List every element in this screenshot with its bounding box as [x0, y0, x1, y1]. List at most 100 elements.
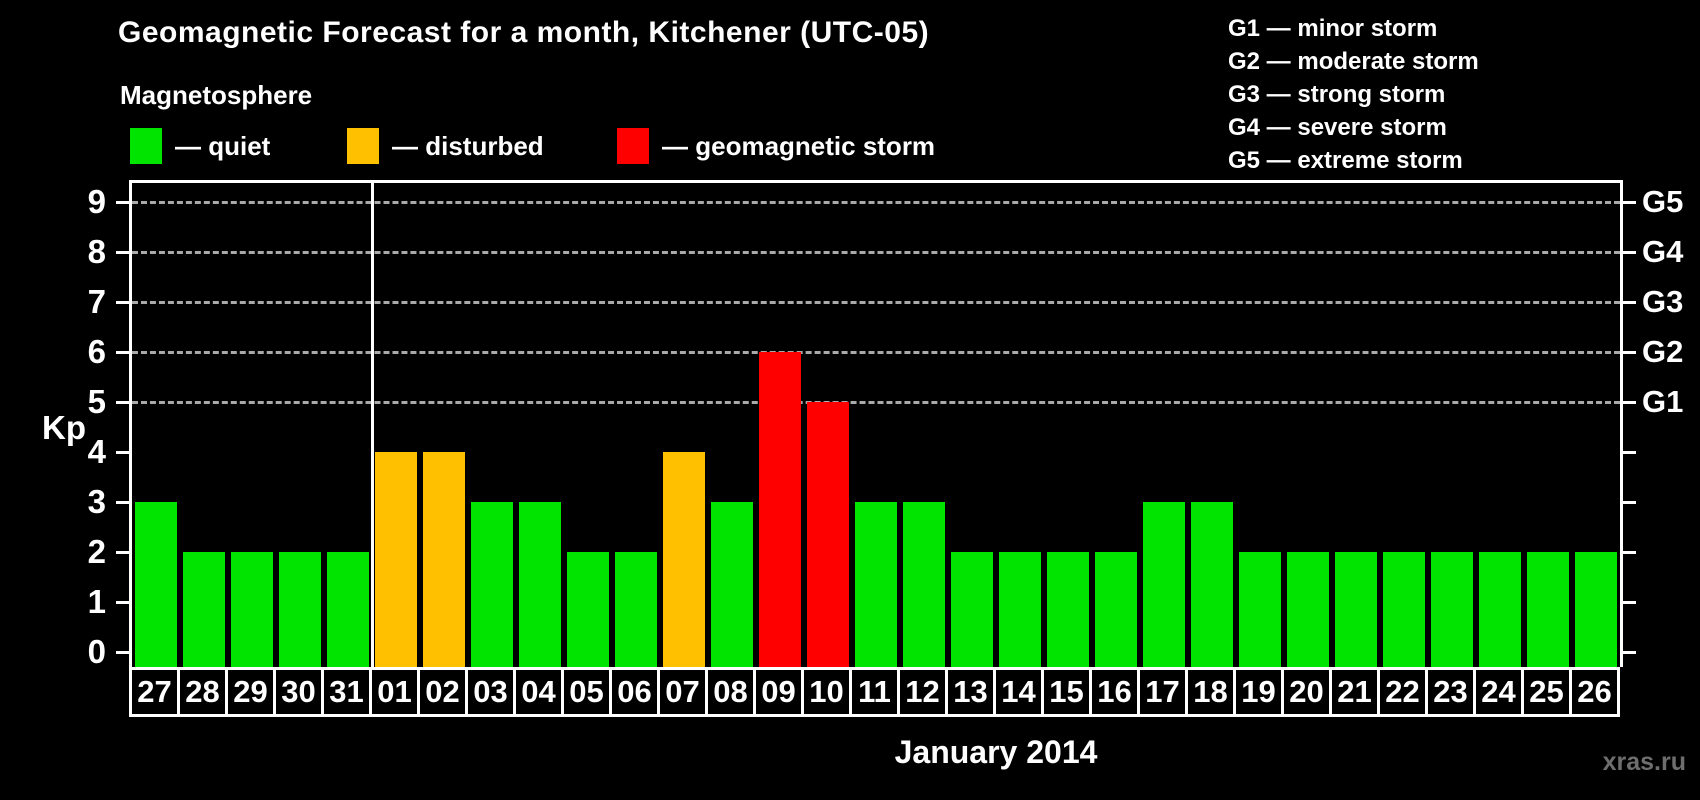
right-tick-0 [1623, 650, 1636, 654]
bar-day-07 [663, 452, 705, 667]
x-cell-day-27: 27 [132, 670, 177, 714]
x-cell-day-19: 19 [1236, 670, 1281, 714]
x-cell-day-31: 31 [324, 670, 369, 714]
x-cell-day-10: 10 [804, 670, 849, 714]
right-axis-label-G3: G3 [1642, 284, 1684, 319]
right-tick-7 [1623, 300, 1636, 304]
bar-day-09 [759, 352, 801, 667]
bar-day-16 [1095, 552, 1137, 667]
bar-day-29 [231, 552, 273, 667]
x-cell-day-13: 13 [948, 670, 993, 714]
bar-day-25 [1527, 552, 1569, 667]
chart-title: Geomagnetic Forecast for a month, Kitche… [118, 16, 930, 49]
x-cell-day-24: 24 [1476, 670, 1521, 714]
right-tick-6 [1623, 350, 1636, 354]
y-tick-label-7: 7 [87, 283, 106, 320]
y-tick-9 [116, 200, 129, 204]
storm-scale-item-2: G2 — moderate storm [1228, 48, 1479, 75]
x-cell-day-15: 15 [1044, 670, 1089, 714]
y-tick-label-1: 1 [87, 583, 106, 620]
y-tick-label-8: 8 [87, 233, 106, 270]
x-cell-day-01: 01 [372, 670, 417, 714]
y-tick-label-3: 3 [87, 483, 106, 520]
bar-day-14 [999, 552, 1041, 667]
bar-day-31 [327, 552, 369, 667]
x-cell-day-12: 12 [900, 670, 945, 714]
y-tick-label-5: 5 [87, 383, 106, 420]
x-cell-day-17: 17 [1140, 670, 1185, 714]
month-separator-line [370, 183, 374, 667]
storm-scale-legend: G1 — minor storm G2 — moderate storm G3 — … [1228, 12, 1479, 177]
right-axis-label-G4: G4 [1642, 234, 1684, 269]
x-cell-day-08: 08 [708, 670, 753, 714]
right-axis-label-G5: G5 [1642, 184, 1684, 219]
bar-day-27 [135, 502, 177, 667]
y-tick-5 [116, 400, 129, 404]
x-cell-day-06: 06 [612, 670, 657, 714]
y-tick-label-2: 2 [87, 533, 106, 570]
x-cell-day-28: 28 [180, 670, 225, 714]
bar-day-26 [1575, 552, 1617, 667]
bar-day-06 [615, 552, 657, 667]
x-cell-day-05: 05 [564, 670, 609, 714]
legend-item-disturbed: — disturbed [347, 128, 544, 164]
y-axis-title: Kp [42, 409, 86, 446]
storm-scale-item-5: G5 — extreme storm [1228, 147, 1463, 174]
bar-day-19 [1239, 552, 1281, 667]
bar-day-20 [1287, 552, 1329, 667]
y-tick-label-6: 6 [87, 333, 106, 370]
legend-item-quiet: — quiet [130, 128, 270, 164]
legend-item-label: — disturbed [392, 130, 544, 161]
quiet-swatch [130, 128, 162, 164]
x-cell-day-03: 03 [468, 670, 513, 714]
legend-item-label: — quiet [175, 130, 271, 161]
x-cell-day-25: 25 [1524, 670, 1569, 714]
x-cell-day-18: 18 [1188, 670, 1233, 714]
y-tick-3 [116, 500, 129, 504]
y-tick-2 [116, 550, 129, 554]
x-cell-day-02: 02 [420, 670, 465, 714]
magnetosphere-label: Magnetosphere [120, 80, 313, 110]
x-cell-day-21: 21 [1332, 670, 1377, 714]
storm-scale-item-3: G3 — strong storm [1228, 81, 1446, 108]
x-cell-day-20: 20 [1284, 670, 1329, 714]
bar-day-01 [375, 452, 417, 667]
x-cell-day-07: 07 [660, 670, 705, 714]
right-tick-8 [1623, 250, 1636, 254]
gridline-kp-5 [132, 400, 1620, 404]
bar-day-22 [1383, 552, 1425, 667]
plot-area [129, 180, 1623, 667]
right-tick-2 [1623, 550, 1636, 554]
x-cell-day-11: 11 [852, 670, 897, 714]
y-tick-8 [116, 250, 129, 254]
y-tick-4 [116, 450, 129, 454]
disturbed-swatch [347, 128, 379, 164]
bar-day-04 [519, 502, 561, 667]
gridline-kp-6 [132, 350, 1620, 354]
storm-swatch [617, 128, 649, 164]
x-cell-day-23: 23 [1428, 670, 1473, 714]
x-cell-day-26: 26 [1572, 670, 1617, 714]
right-tick-1 [1623, 600, 1636, 604]
magnetosphere-legend: — quiet — disturbed — geomagnetic storm [0, 128, 1700, 168]
y-tick-7 [116, 300, 129, 304]
bar-day-18 [1191, 502, 1233, 667]
right-axis-label-G2: G2 [1642, 334, 1684, 369]
bar-day-23 [1431, 552, 1473, 667]
right-tick-3 [1623, 500, 1636, 504]
bar-day-02 [423, 452, 465, 667]
right-tick-9 [1623, 200, 1636, 204]
x-cell-day-14: 14 [996, 670, 1041, 714]
gridline-kp-9 [132, 200, 1620, 204]
bar-day-12 [903, 502, 945, 667]
gridline-kp-7 [132, 300, 1620, 304]
legend-item-storm: — geomagnetic storm [617, 128, 935, 164]
legend-item-label: — geomagnetic storm [662, 130, 936, 161]
x-cell-day-04: 04 [516, 670, 561, 714]
right-axis-label-G1: G1 [1642, 384, 1684, 419]
bar-day-11 [855, 502, 897, 667]
bar-day-08 [711, 502, 753, 667]
bar-day-30 [279, 552, 321, 667]
storm-scale-item-4: G4 — severe storm [1228, 114, 1447, 141]
